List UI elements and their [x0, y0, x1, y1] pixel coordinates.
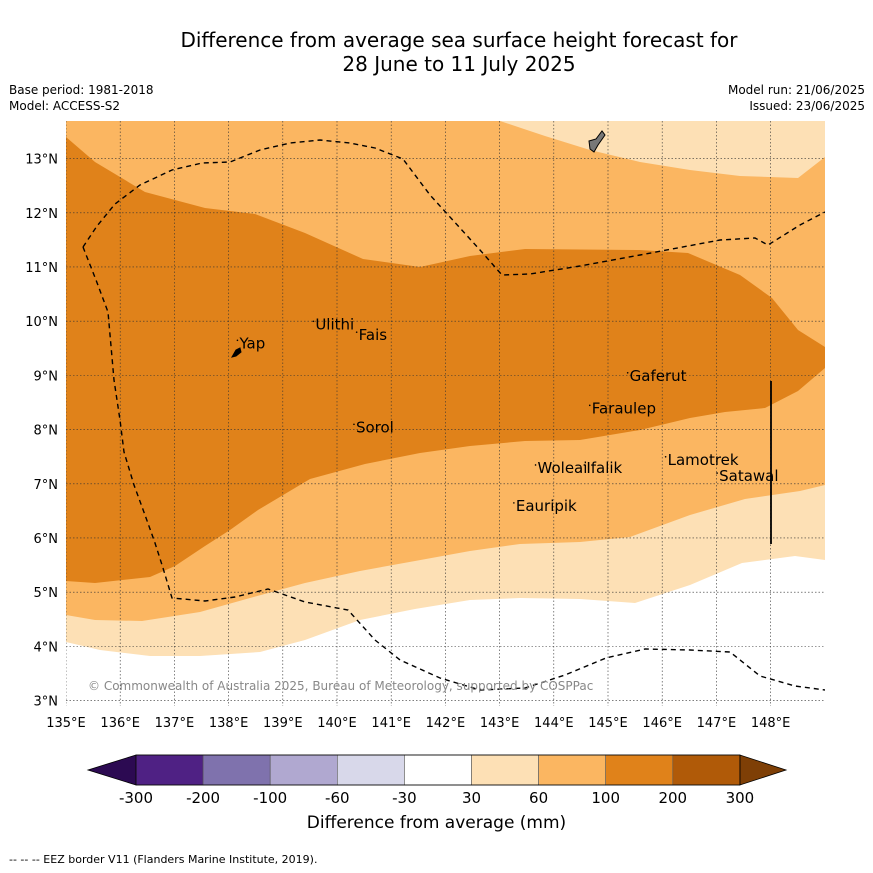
eez-border: [82, 139, 825, 276]
lon-tick-label: 137°E: [155, 716, 195, 731]
lon-tick-label: 135°E: [46, 716, 86, 731]
place-marker: [353, 423, 355, 426]
lat-tick-label: 4°N: [34, 640, 59, 655]
colorbar-label: Difference from average (mm): [306, 813, 567, 833]
title-line-2: 28 June to 11 July 2025: [342, 52, 576, 76]
eez-footnote: -- -- -- EEZ border V11 (Flanders Marine…: [9, 853, 318, 866]
model-name: Model: ACCESS-S2: [9, 99, 121, 113]
place-marker: [583, 464, 586, 466]
place-marker: [534, 464, 537, 466]
guam-island: [588, 130, 606, 153]
lon-tick-label: 147°E: [697, 716, 737, 731]
lat-tick-label: 3°N: [34, 695, 59, 710]
place-marker: [312, 320, 315, 323]
model-run: Model run: 21/06/2025: [727, 83, 865, 97]
map-grid: [66, 121, 825, 706]
issued-date: Issued: 23/06/2025: [749, 99, 865, 113]
place-label: Woleai: [538, 459, 588, 477]
place-label: Lamotrek: [668, 451, 739, 469]
lon-tick-label: 144°E: [534, 716, 574, 731]
place-marker: [513, 502, 515, 504]
lon-tick-label: 146°E: [642, 716, 682, 731]
title-line-1: Difference from average sea surface heig…: [180, 28, 738, 52]
lat-tick-label: 9°N: [34, 369, 59, 384]
lat-tick-label: 10°N: [25, 315, 58, 330]
lon-tick-label: 138°E: [209, 716, 249, 731]
lat-tick-label: 5°N: [34, 586, 59, 601]
place-marker: [664, 456, 667, 458]
place-label: Ifalik: [586, 459, 622, 477]
place-marker: [626, 372, 629, 374]
lon-tick-label: 148°E: [751, 716, 791, 731]
lat-tick-label: 13°N: [25, 153, 58, 168]
base-period: Base period: 1981-2018: [9, 83, 154, 97]
lat-tick-label: 12°N: [25, 207, 58, 222]
chart-title: Difference from average sea surface heig…: [0, 28, 873, 76]
place-label: Eauripik: [516, 497, 577, 515]
lon-tick-label: 143°E: [480, 716, 520, 731]
lon-tick-label: 145°E: [588, 716, 628, 731]
yap-island: [230, 347, 242, 358]
lat-tick-label: 11°N: [25, 261, 58, 276]
place-marker: [236, 339, 239, 342]
meta-left: Base period: 1981-2018 Model: ACCESS-S2: [9, 82, 154, 114]
place-marker: [716, 472, 718, 474]
place-label: Ulithi: [315, 315, 354, 333]
lon-tick-label: 141°E: [371, 716, 411, 731]
meta-right: Model run: 21/06/2025 Issued: 23/06/2025: [728, 82, 865, 114]
lat-tick-label: 6°N: [34, 532, 59, 547]
copyright-text: © Commonwealth of Australia 2025, Bureau…: [88, 679, 593, 693]
eez-border-west: [82, 246, 825, 691]
lat-tick-label: 8°N: [34, 424, 59, 439]
place-labels: Yap Ulithi Fais Gaferut Faraulep Sorol Lamotre…: [236, 315, 779, 515]
place-label: Sorol: [356, 418, 394, 436]
place-label: Faraulep: [592, 399, 656, 417]
latitude-ticks: 3°N 4°N 5°N 6°N 7°N 8°N 9°N 10°N 11°N 12°N 13°N: [25, 153, 58, 710]
place-marker: [355, 331, 358, 333]
place-label: Gaferut: [630, 367, 687, 385]
lon-tick-label: 139°E: [263, 716, 303, 731]
longitude-ticks: 135°E 136°E 137°E 138°E 139°E 140°E 141°E 142°E…: [46, 716, 790, 731]
place-label: Yap: [238, 334, 265, 352]
place-label: Fais: [359, 326, 388, 344]
place-label: Satawal: [719, 467, 778, 485]
lon-tick-label: 142°E: [426, 716, 466, 731]
lon-tick-label: 136°E: [100, 716, 140, 731]
place-marker: [588, 404, 591, 407]
lat-tick-label: 7°N: [34, 478, 59, 493]
lon-tick-label: 140°E: [317, 716, 357, 731]
